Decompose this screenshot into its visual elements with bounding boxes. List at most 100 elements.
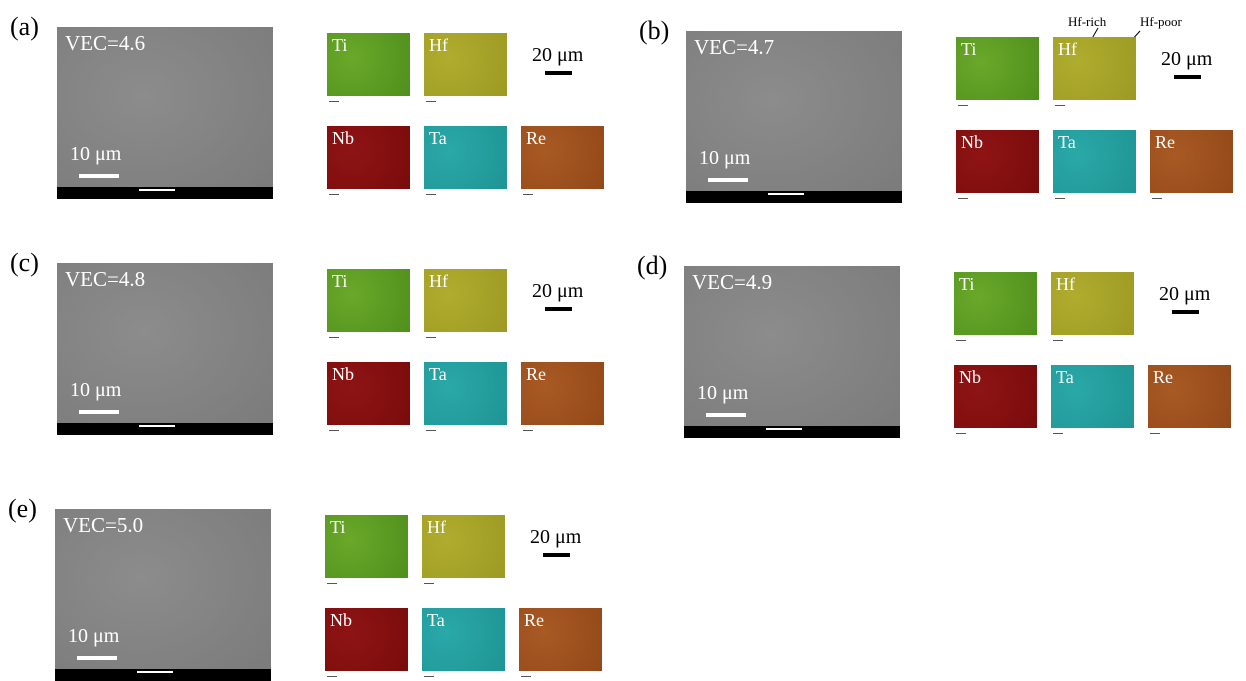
eds-map: Re	[519, 608, 602, 671]
panel-label: (c)	[10, 248, 39, 278]
element-label: Nb	[330, 610, 352, 631]
map-scale-label: 20 μm	[1161, 48, 1212, 71]
eds-map: Nb	[954, 365, 1037, 428]
sem-image: VEC=4.8 10 μm	[57, 263, 273, 435]
panel-label: (e)	[8, 494, 37, 524]
map-scale	[1053, 431, 1063, 434]
map-scale	[426, 192, 436, 195]
map-scale	[327, 674, 337, 677]
map-scale	[1053, 338, 1063, 341]
element-label: Ta	[429, 128, 447, 149]
map-scale	[956, 338, 966, 341]
eds-map: Ti	[325, 515, 408, 578]
map-scale-bar	[545, 71, 572, 75]
map-scale	[426, 99, 436, 102]
element-label: Ti	[332, 271, 347, 292]
eds-map: Hf	[1053, 37, 1136, 100]
sem-image: VEC=5.0 10 μm	[55, 509, 271, 681]
element-label: Hf	[1056, 274, 1075, 295]
element-label: Re	[524, 610, 544, 631]
vec-label: VEC=5.0	[63, 513, 143, 538]
map-scale-label: 20 μm	[532, 280, 583, 303]
info-scale	[766, 428, 802, 430]
vec-label: VEC=4.6	[65, 31, 145, 56]
scale-bar	[708, 178, 748, 182]
scale-bar	[79, 174, 119, 178]
eds-map: Hf	[424, 269, 507, 332]
info-scale	[139, 425, 175, 427]
info-scale	[768, 193, 804, 195]
sem-image: VEC=4.7 10 μm	[686, 31, 902, 203]
element-label: Re	[526, 364, 546, 385]
eds-map: Ta	[422, 608, 505, 671]
map-scale-bar	[1172, 310, 1199, 314]
vec-label: VEC=4.8	[65, 267, 145, 292]
scale-label: 10 μm	[68, 625, 119, 648]
scale-label: 10 μm	[699, 147, 750, 170]
element-label: Ta	[427, 610, 445, 631]
sem-image: VEC=4.6 10 μm	[57, 27, 273, 199]
eds-map: Re	[1148, 365, 1231, 428]
info-bar	[57, 423, 273, 435]
map-scale-label: 20 μm	[532, 44, 583, 67]
info-scale	[137, 671, 173, 673]
map-scale	[1055, 196, 1065, 199]
element-label: Nb	[959, 367, 981, 388]
map-scale	[1152, 196, 1162, 199]
map-scale-label: 20 μm	[530, 526, 581, 549]
map-scale-label: 20 μm	[1159, 283, 1210, 306]
map-scale	[958, 103, 968, 106]
map-scale	[521, 674, 531, 677]
info-bar	[55, 669, 271, 681]
map-scale	[1055, 103, 1065, 106]
map-scale	[424, 581, 434, 584]
element-label: Ta	[429, 364, 447, 385]
map-scale-bar	[1174, 75, 1201, 79]
info-bar	[686, 191, 902, 203]
element-label: Hf	[1058, 39, 1077, 60]
map-scale	[329, 192, 339, 195]
eds-map: Hf	[1051, 272, 1134, 335]
element-label: Nb	[961, 132, 983, 153]
element-label: Ta	[1056, 367, 1074, 388]
map-scale	[426, 428, 436, 431]
element-label: Nb	[332, 364, 354, 385]
info-bar	[684, 426, 900, 438]
element-label: Re	[526, 128, 546, 149]
map-scale	[329, 99, 339, 102]
element-label: Ti	[330, 517, 345, 538]
eds-map: Ti	[954, 272, 1037, 335]
map-scale	[327, 581, 337, 584]
vec-label: VEC=4.9	[692, 270, 772, 295]
vec-label: VEC=4.7	[694, 35, 774, 60]
element-label: Hf	[429, 35, 448, 56]
eds-map: Ta	[1051, 365, 1134, 428]
map-scale	[426, 335, 436, 338]
map-scale	[523, 192, 533, 195]
map-scale	[329, 428, 339, 431]
eds-map: Re	[521, 362, 604, 425]
map-scale	[424, 674, 434, 677]
element-label: Hf	[427, 517, 446, 538]
panel-label: (a)	[10, 12, 39, 42]
panel-label: (d)	[637, 251, 667, 281]
element-label: Re	[1155, 132, 1175, 153]
map-scale-bar	[543, 553, 570, 557]
element-label: Hf	[429, 271, 448, 292]
scale-bar	[706, 413, 746, 417]
map-scale-bar	[545, 307, 572, 311]
map-scale	[958, 196, 968, 199]
map-scale	[1150, 431, 1160, 434]
eds-map: Re	[521, 126, 604, 189]
scale-label: 10 μm	[70, 143, 121, 166]
info-bar	[57, 187, 273, 199]
panel-label: (b)	[639, 16, 669, 46]
scale-label: 10 μm	[70, 379, 121, 402]
eds-map: Re	[1150, 130, 1233, 193]
scale-bar	[79, 410, 119, 414]
info-scale	[139, 189, 175, 191]
eds-map: Nb	[325, 608, 408, 671]
element-label: Ti	[961, 39, 976, 60]
eds-map: Ti	[327, 269, 410, 332]
map-scale	[956, 431, 966, 434]
